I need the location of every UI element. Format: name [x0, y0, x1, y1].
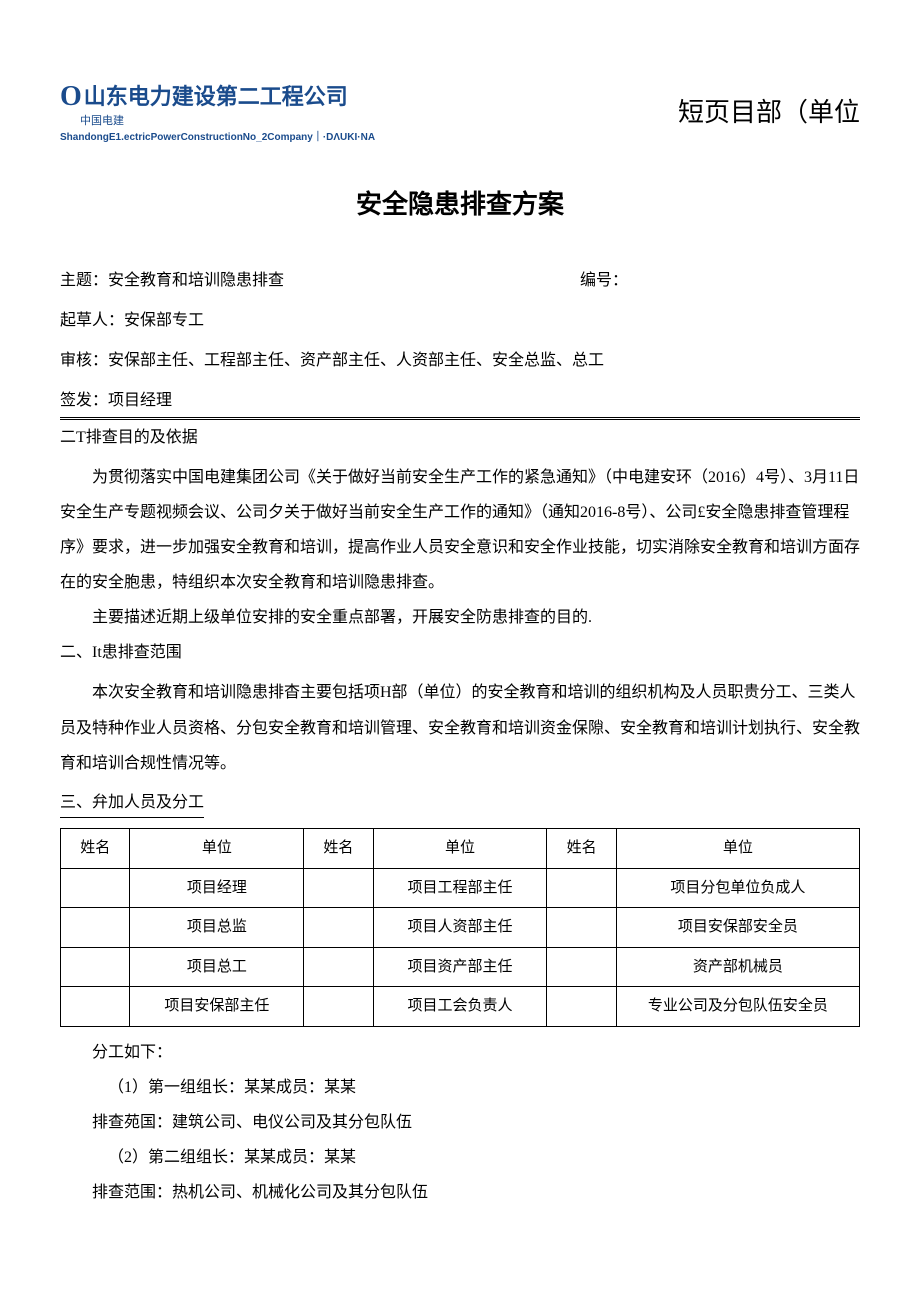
table-header-row: 姓名 单位 姓名 单位 姓名 单位 — [61, 829, 860, 869]
cell-unit: 项目工会负责人 — [373, 987, 547, 1027]
table-row: 项目安保部主任 项目工会负责人 专业公司及分包队伍安全员 — [61, 987, 860, 1027]
topic-value: 安全教育和培训隐患排查 — [108, 272, 284, 289]
meta-issuer: 签发：项目经理 — [60, 389, 860, 413]
cell-name — [547, 868, 616, 908]
th-name-2: 姓名 — [304, 829, 373, 869]
cell-name — [547, 987, 616, 1027]
logo-icon: O — [60, 83, 82, 111]
cell-unit: 项目分包单位负成人 — [616, 868, 859, 908]
group-1-leader: （1）第一组组长：某某成员：某某 — [60, 1070, 860, 1105]
group-2-leader: （2）第二组组长：某某成员：某某 — [60, 1140, 860, 1175]
code-label: 编号： — [580, 272, 628, 289]
company-main-line: O 山东电力建设第二工程公司 — [60, 80, 375, 113]
cell-unit: 项目安保部主任 — [130, 987, 304, 1027]
company-name: 山东电力建设第二工程公司 — [84, 80, 348, 113]
table-row: 项目经理 项目工程部主任 项目分包单位负成人 — [61, 868, 860, 908]
cell-name — [304, 987, 373, 1027]
cell-name — [547, 947, 616, 987]
divider-double — [60, 417, 860, 420]
section-2-p1: 本次安全教育和培训隐患排杳主要包括项H部（单位）的安全教育和培训的组织机构及人员… — [60, 675, 860, 781]
company-block: O 山东电力建设第二工程公司 中国电建 ShandongE1.ectricPow… — [60, 80, 375, 145]
participants-table: 姓名 单位 姓名 单位 姓名 单位 项目经理 项目工程部主任 项目分包单位负成人… — [60, 828, 860, 1027]
meta-code: 编号： — [580, 269, 860, 293]
section-1-heading: 二T排查目的及依据 — [60, 426, 860, 450]
section-3-heading-wrap: 三、弁加人员及分工 — [60, 781, 860, 824]
header-right-text: 短页目部（单位 — [678, 93, 860, 132]
division-intro: 分工如下： — [60, 1035, 860, 1070]
section-2-heading: 二、It患排查范围 — [60, 641, 860, 665]
cell-name — [547, 908, 616, 948]
table-row: 项目总监 项目人资部主任 项目安保部安全员 — [61, 908, 860, 948]
th-name-3: 姓名 — [547, 829, 616, 869]
meta-drafter: 起草人：安保部专工 — [60, 309, 860, 333]
th-name-1: 姓名 — [61, 829, 130, 869]
group-2-scope: 排查范围：热机公司、机械化公司及其分包队伍 — [60, 1175, 860, 1210]
issuer-value: 项目经理 — [108, 392, 172, 409]
meta-topic: 主题：安全教育和培训隐患排查 — [60, 269, 580, 293]
cell-unit: 项目人资部主任 — [373, 908, 547, 948]
cell-unit: 项目资产部主任 — [373, 947, 547, 987]
cell-unit: 项目经理 — [130, 868, 304, 908]
drafter-value: 安保部专工 — [124, 312, 204, 329]
cell-unit: 资产部机械员 — [616, 947, 859, 987]
meta-reviewer: 审核：安保部主任、工程部主任、资产部主任、人资部主任、安全总监、总工 — [60, 349, 860, 373]
cell-name — [61, 908, 130, 948]
reviewer-label: 审核： — [60, 352, 108, 369]
cell-name — [304, 908, 373, 948]
cell-name — [61, 868, 130, 908]
th-unit-1: 单位 — [130, 829, 304, 869]
cell-unit: 项目安保部安全员 — [616, 908, 859, 948]
drafter-label: 起草人： — [60, 312, 124, 329]
th-unit-2: 单位 — [373, 829, 547, 869]
issuer-label: 签发： — [60, 392, 108, 409]
cell-unit: 项目工程部主任 — [373, 868, 547, 908]
th-unit-3: 单位 — [616, 829, 859, 869]
document-title: 安全隐患排查方案 — [60, 185, 860, 224]
meta-row-topic: 主题：安全教育和培训隐患排查 编号： — [60, 269, 860, 293]
section-3-heading: 三、弁加人员及分工 — [60, 791, 204, 818]
group-1-scope: 排查苑国：建筑公司、电仪公司及其分包队伍 — [60, 1105, 860, 1140]
topic-label: 主题： — [60, 272, 108, 289]
section-1-p1: 为贯彻落实中国电建集团公司《关于做好当前安全生产工作的紧急通知》（中电建安环（2… — [60, 460, 860, 601]
cell-name — [61, 987, 130, 1027]
cell-unit: 项目总监 — [130, 908, 304, 948]
company-en: ShandongE1.ectricPowerConstructionNo_2Co… — [60, 130, 375, 145]
cell-name — [304, 868, 373, 908]
reviewer-value: 安保部主任、工程部主任、资产部主任、人资部主任、安全总监、总工 — [108, 352, 604, 369]
section-1-p2: 主要描述近期上级单位安排的安全重点部署，开展安全防患排查的目的. — [60, 600, 860, 635]
cell-unit: 专业公司及分包队伍安全员 — [616, 987, 859, 1027]
table-row: 项目总工 项目资产部主任 资产部机械员 — [61, 947, 860, 987]
cell-name — [61, 947, 130, 987]
cell-unit: 项目总工 — [130, 947, 304, 987]
document-header: O 山东电力建设第二工程公司 中国电建 ShandongE1.ectricPow… — [60, 80, 860, 145]
company-sub: 中国电建 — [80, 113, 375, 130]
cell-name — [304, 947, 373, 987]
